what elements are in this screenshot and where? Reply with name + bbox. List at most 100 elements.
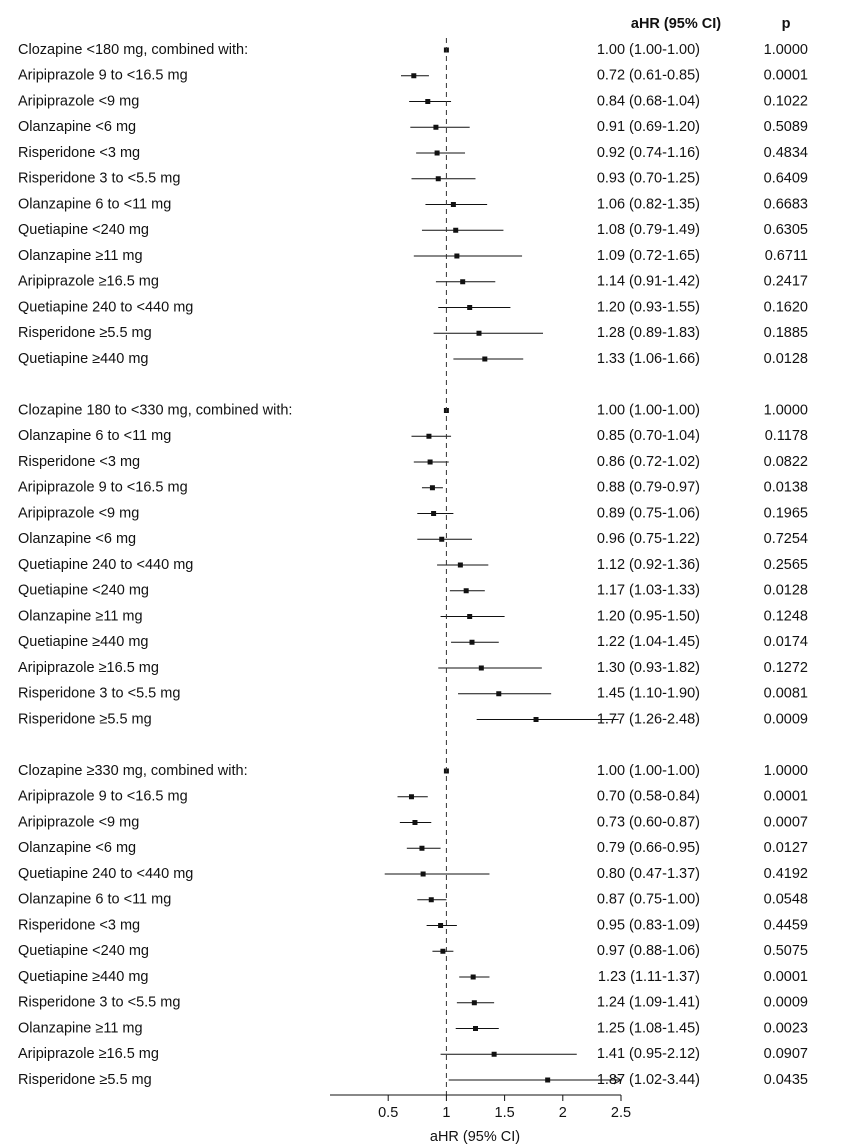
p-value-text: 0.0023 — [764, 1020, 808, 1036]
group-title: Clozapine 180 to <330 mg, combined with: — [18, 402, 292, 418]
p-value-text: 0.4459 — [764, 917, 808, 933]
p-value-text: 0.0009 — [764, 711, 808, 727]
estimate-text: 0.80 (0.47-1.37) — [597, 866, 700, 882]
row-label: Aripiprazole ≥16.5 mg — [18, 1046, 159, 1062]
row-label: Olanzapine <6 mg — [18, 119, 136, 135]
row-label: Risperidone ≥5.5 mg — [18, 325, 152, 341]
p-value-text: 0.5089 — [764, 119, 808, 135]
hr-point — [420, 871, 426, 877]
p-value-text: 0.0138 — [764, 480, 808, 496]
estimate-text: 1.00 (1.00-1.00) — [597, 42, 700, 58]
row-label: Quetiapine 240 to <440 mg — [18, 866, 193, 882]
p-value-text: 0.1272 — [764, 660, 808, 676]
p-value-text: 0.0009 — [764, 995, 808, 1011]
p-value-text: 0.0822 — [764, 454, 808, 470]
p-value-text: 0.0007 — [764, 814, 808, 830]
estimate-text: 1.30 (0.93-1.82) — [597, 660, 700, 676]
x-axis: 0.5 1 1.5 2 2.5 — [330, 38, 631, 1121]
hr-point — [491, 1051, 497, 1057]
estimate-text: 0.86 (0.72-1.02) — [597, 454, 700, 470]
row-label: Risperidone ≥5.5 mg — [18, 1072, 152, 1088]
row-label: Quetiapine 240 to <440 mg — [18, 299, 193, 315]
estimate-text: 0.85 (0.70-1.04) — [597, 428, 700, 444]
p-value-text: 0.0174 — [764, 634, 808, 650]
x-tick-label: 1 — [442, 1105, 450, 1121]
row-label: Risperidone 3 to <5.5 mg — [18, 686, 180, 702]
hr-point — [431, 511, 437, 516]
hr-point — [450, 202, 456, 207]
p-value-text: 0.0001 — [764, 969, 808, 985]
estimate-text: 1.12 (0.92-1.36) — [597, 557, 700, 573]
hr-point — [428, 897, 434, 903]
p-value-text: 0.0127 — [764, 840, 808, 856]
p-value-text: 0.0128 — [764, 351, 808, 367]
hr-point — [476, 330, 482, 336]
hr-point — [533, 717, 539, 722]
estimate-text: 0.97 (0.88-1.06) — [597, 943, 700, 959]
p-value-text: 0.6683 — [764, 196, 808, 212]
header-p: p — [782, 16, 791, 32]
estimate-text: 1.00 (1.00-1.00) — [597, 402, 700, 418]
estimate-text: 1.22 (1.04-1.45) — [597, 634, 700, 650]
p-value-text: 0.1248 — [764, 608, 808, 624]
p-value-text: 0.0435 — [764, 1072, 808, 1088]
x-tick-label: 1.5 — [495, 1105, 515, 1121]
row-label: Risperidone 3 to <5.5 mg — [18, 171, 180, 187]
hr-point — [429, 485, 435, 491]
p-value-text: 0.2417 — [764, 274, 808, 290]
group-title: Clozapine ≥330 mg, combined with: — [18, 763, 248, 779]
p-value-text: 0.7254 — [764, 531, 808, 547]
hr-point — [453, 227, 459, 233]
p-value-text: 0.0081 — [764, 686, 808, 702]
p-value-text: 0.4834 — [764, 145, 808, 161]
p-value-text: 0.1178 — [765, 428, 808, 444]
hr-point — [427, 459, 433, 465]
estimate-text: 0.70 (0.58-0.84) — [597, 789, 700, 805]
estimate-text: 0.89 (0.75-1.06) — [597, 505, 700, 521]
row-label: Quetiapine ≥440 mg — [18, 969, 149, 985]
x-axis-label: aHR (95% CI) — [430, 1129, 520, 1145]
estimate-text: 0.72 (0.61-0.85) — [597, 68, 700, 84]
estimate-text: 1.20 (0.93-1.55) — [597, 299, 700, 315]
p-value-text: 1.0000 — [764, 42, 808, 58]
row-label: Olanzapine 6 to <11 mg — [18, 428, 171, 444]
estimate-text: 1.25 (1.08-1.45) — [597, 1020, 700, 1036]
row-label: Quetiapine ≥440 mg — [18, 351, 149, 367]
row-label: Olanzapine 6 to <11 mg — [18, 196, 171, 212]
hr-point — [419, 845, 425, 851]
estimate-text: 1.28 (0.89-1.83) — [597, 325, 700, 341]
estimate-text: 1.33 (1.06-1.66) — [597, 351, 700, 367]
p-value-text: 0.0548 — [764, 892, 808, 908]
hr-point — [426, 433, 432, 439]
hr-point — [467, 305, 473, 310]
row-label: Quetiapine 240 to <440 mg — [18, 557, 193, 573]
row-label: Risperidone <3 mg — [18, 145, 140, 161]
estimate-text: 1.08 (0.79-1.49) — [597, 222, 700, 238]
row-label: Olanzapine ≥11 mg — [18, 608, 143, 624]
estimate-text: 0.92 (0.74-1.16) — [597, 145, 700, 161]
hr-point — [425, 99, 431, 104]
estimate-text: 1.87 (1.02-3.44) — [597, 1072, 700, 1088]
estimate-text: 1.20 (0.95-1.50) — [597, 608, 700, 624]
hr-point — [473, 1026, 478, 1031]
hr-point — [408, 794, 414, 800]
row-label: Aripiprazole ≥16.5 mg — [18, 274, 159, 290]
ci-arrow — [613, 1075, 623, 1085]
row-label: Olanzapine 6 to <11 mg — [18, 892, 171, 908]
row-label: Olanzapine <6 mg — [18, 840, 136, 856]
hr-point — [440, 948, 446, 954]
estimate-text: 0.79 (0.66-0.95) — [597, 840, 700, 856]
estimate-text: 0.93 (0.70-1.25) — [597, 171, 700, 187]
hr-point — [457, 562, 463, 568]
row-label: Aripiprazole 9 to <16.5 mg — [18, 68, 188, 84]
hr-point — [496, 691, 502, 697]
row-label: Aripiprazole 9 to <16.5 mg — [18, 789, 188, 805]
hr-point — [435, 176, 441, 182]
row-label: Risperidone ≥5.5 mg — [18, 711, 152, 727]
hr-point — [438, 923, 444, 928]
estimate-text: 1.77 (1.26-2.48) — [597, 711, 700, 727]
x-tick-label: 0.5 — [378, 1105, 398, 1121]
row-label: Aripiprazole ≥16.5 mg — [18, 660, 159, 676]
group-title: Clozapine <180 mg, combined with: — [18, 42, 248, 58]
x-tick-label: 2.5 — [611, 1105, 631, 1121]
